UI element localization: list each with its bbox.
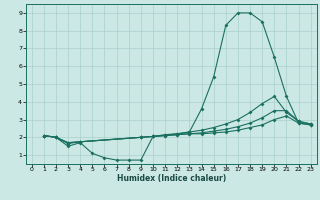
- X-axis label: Humidex (Indice chaleur): Humidex (Indice chaleur): [116, 174, 226, 183]
